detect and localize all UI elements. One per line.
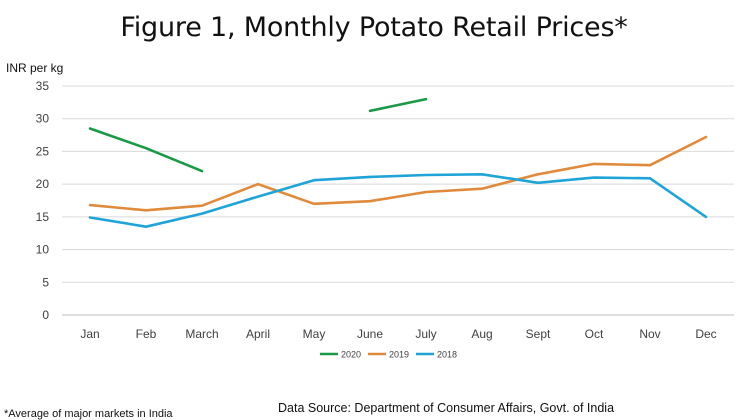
chart-title: Figure 1, Monthly Potato Retail Prices* — [120, 12, 628, 43]
y-axis: 35 30 25 20 15 10 5 0 INR per kg — [6, 61, 63, 322]
series-line-2018 — [88, 173, 708, 228]
x-tick-label: July — [415, 327, 436, 341]
series-line-2019 — [88, 135, 708, 212]
y-tick-label: 20 — [36, 177, 50, 191]
x-tick-label: Feb — [136, 327, 157, 341]
series-line-2020 — [88, 127, 204, 173]
y-axis-label: INR per kg — [6, 61, 63, 75]
x-tick-label: Jan — [80, 327, 99, 341]
legend-label-2019: 2019 — [389, 350, 409, 360]
series-lines — [88, 97, 708, 228]
y-tick-label: 35 — [36, 79, 50, 93]
y-tick-label: 30 — [36, 112, 50, 126]
y-tick-label: 25 — [36, 144, 50, 158]
y-tick-label: 0 — [42, 308, 49, 322]
x-tick-label: Nov — [639, 327, 660, 341]
y-tick-label: 10 — [36, 243, 50, 257]
footnote: *Average of major markets in India — [4, 408, 173, 420]
legend-label-2020: 2020 — [341, 350, 361, 360]
x-tick-label: May — [303, 327, 326, 341]
series-line-2020 — [368, 97, 428, 113]
x-tick-label: Aug — [471, 327, 492, 341]
x-tick-label: March — [185, 327, 218, 341]
x-tick-label: June — [357, 327, 383, 341]
x-tick-label: Dec — [695, 327, 716, 341]
x-tick-label: Oct — [585, 327, 604, 341]
legend: 2020 2019 2018 — [320, 350, 457, 360]
gridlines — [62, 85, 734, 283]
y-tick-label: 15 — [36, 210, 50, 224]
x-tick-label: April — [246, 327, 270, 341]
y-tick-label: 5 — [42, 275, 49, 289]
data-source: Data Source: Department of Consumer Affa… — [278, 401, 615, 415]
x-axis: Jan Feb March April May June July Aug Sept Oct Nov… — [62, 314, 734, 341]
legend-label-2018: 2018 — [437, 350, 457, 360]
x-tick-label: Sept — [526, 327, 551, 341]
